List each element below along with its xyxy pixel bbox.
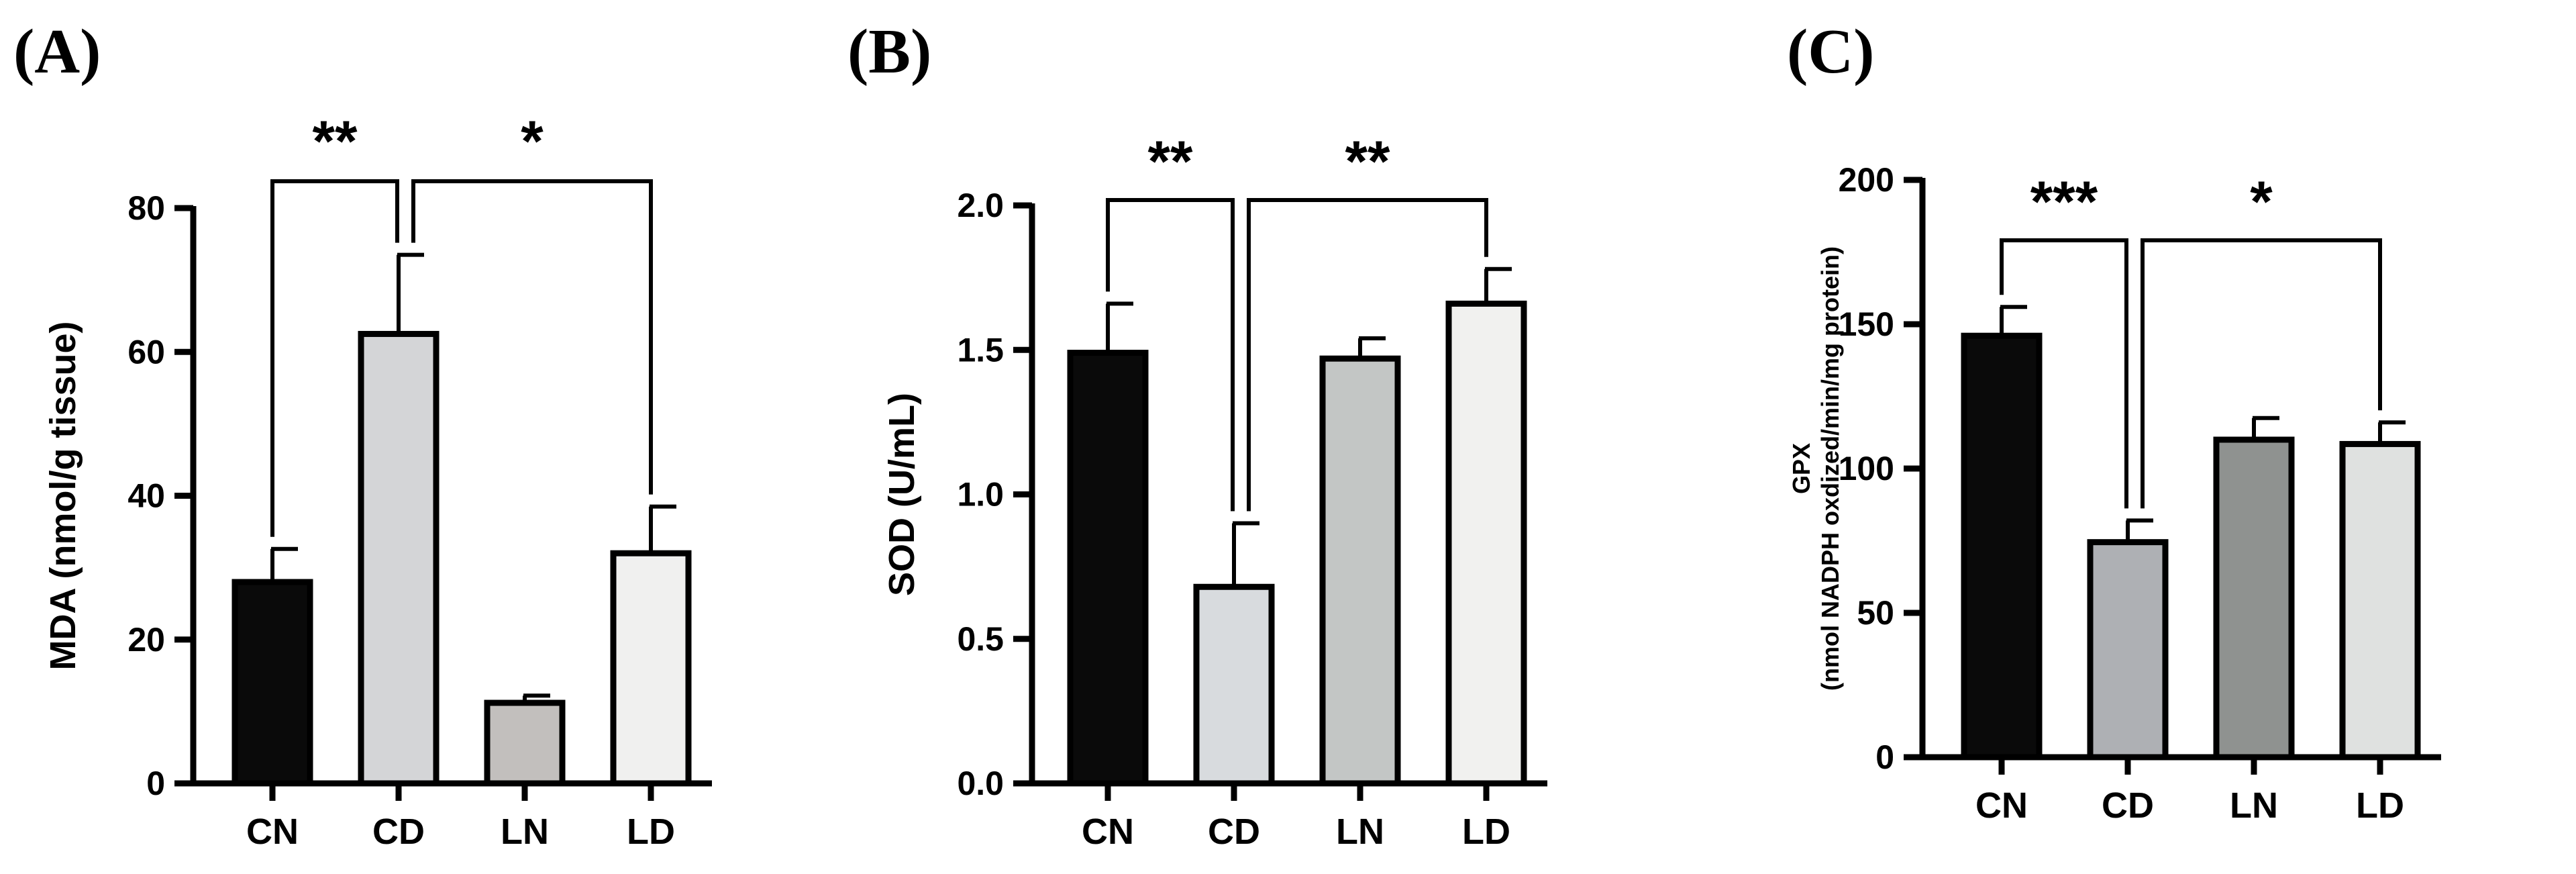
y-tick-label: 20 [127, 621, 165, 659]
bar-ln [1319, 355, 1401, 787]
x-tick-label: LD [627, 812, 675, 852]
bar-cd [2087, 539, 2169, 761]
y-tick-label: 0 [146, 765, 165, 802]
significance-label: *** [2030, 170, 2098, 234]
y-tick-label: 40 [127, 477, 165, 515]
x-tick-label: LN [2230, 785, 2278, 826]
panel-label: (C) [1787, 17, 1875, 87]
significance-bracket [2000, 238, 2128, 509]
y-tick-label: 1.5 [957, 331, 1004, 369]
chart-panel-1: (A) MDA (nmol/g tissue) 0 20 40 60 80 CN CD LN LD *… [13, 17, 712, 852]
x-tick-label: LD [1462, 812, 1510, 852]
significance-label: ** [1148, 130, 1193, 194]
y-tick-label: 200 [1839, 161, 1894, 199]
y-tick-label: 0.5 [957, 620, 1004, 658]
x-tick-label: CD [2102, 785, 2154, 826]
y-tick-label: 2.0 [957, 187, 1004, 224]
bar-cd [358, 330, 440, 787]
y-tick-label: 1.0 [957, 476, 1004, 514]
bar-ld [610, 550, 692, 787]
significance-bracket [1247, 198, 1488, 512]
bar-ln [2213, 436, 2295, 761]
y-axis-subtitle: (nmol NADPH oxdized/min/mg protein) [1816, 246, 1844, 691]
x-tick-label: CD [1208, 812, 1260, 852]
bar-cn [1067, 350, 1149, 787]
y-tick-label: 150 [1839, 305, 1894, 343]
x-tick-label: CN [246, 812, 299, 852]
x-tick-label: LN [1336, 812, 1384, 852]
x-tick-label: CN [1082, 812, 1134, 852]
y-axis-title: GPX [1788, 443, 1815, 494]
significance-bracket [411, 179, 653, 495]
x-tick-label: CN [1975, 785, 2028, 826]
significance-bracket [1106, 198, 1235, 512]
bar-ln [484, 699, 566, 787]
significance-label: ** [1345, 130, 1390, 194]
significance-label: * [521, 109, 544, 174]
y-tick-label: 0 [1875, 738, 1894, 776]
x-tick-label: CD [372, 812, 425, 852]
y-axis-title: MDA (nmol/g tissue) [43, 322, 83, 671]
bar-cn [231, 579, 313, 787]
bar-ld [1445, 300, 1527, 787]
y-axis-title: SOD (U/mL) [882, 393, 922, 596]
chart-panel-3: (C) GPX (nmol NADPH oxdized/min/mg protein… [1787, 17, 2441, 826]
panel-label: (A) [13, 17, 101, 87]
x-tick-label: LD [2356, 785, 2404, 826]
y-tick-label: 80 [127, 189, 165, 227]
significance-bracket [270, 179, 399, 537]
bar-cd [1193, 583, 1275, 787]
x-tick-label: LN [501, 812, 549, 852]
y-tick-label: 60 [127, 333, 165, 371]
bar-cn [1961, 332, 2043, 761]
y-tick-label: 50 [1857, 594, 1894, 632]
y-tick-label: 0.0 [957, 765, 1004, 802]
significance-bracket [2141, 238, 2382, 509]
chart-panel-2: (B) SOD (U/mL) 0.0 0.5 1.0 1.5 2.0 CN CD LN LD ** ** [847, 17, 1547, 852]
bar-ld [2339, 440, 2421, 761]
significance-label: * [2250, 170, 2273, 234]
significance-label: ** [313, 109, 358, 174]
y-tick-label: 100 [1839, 450, 1894, 487]
panel-label: (B) [847, 17, 931, 87]
